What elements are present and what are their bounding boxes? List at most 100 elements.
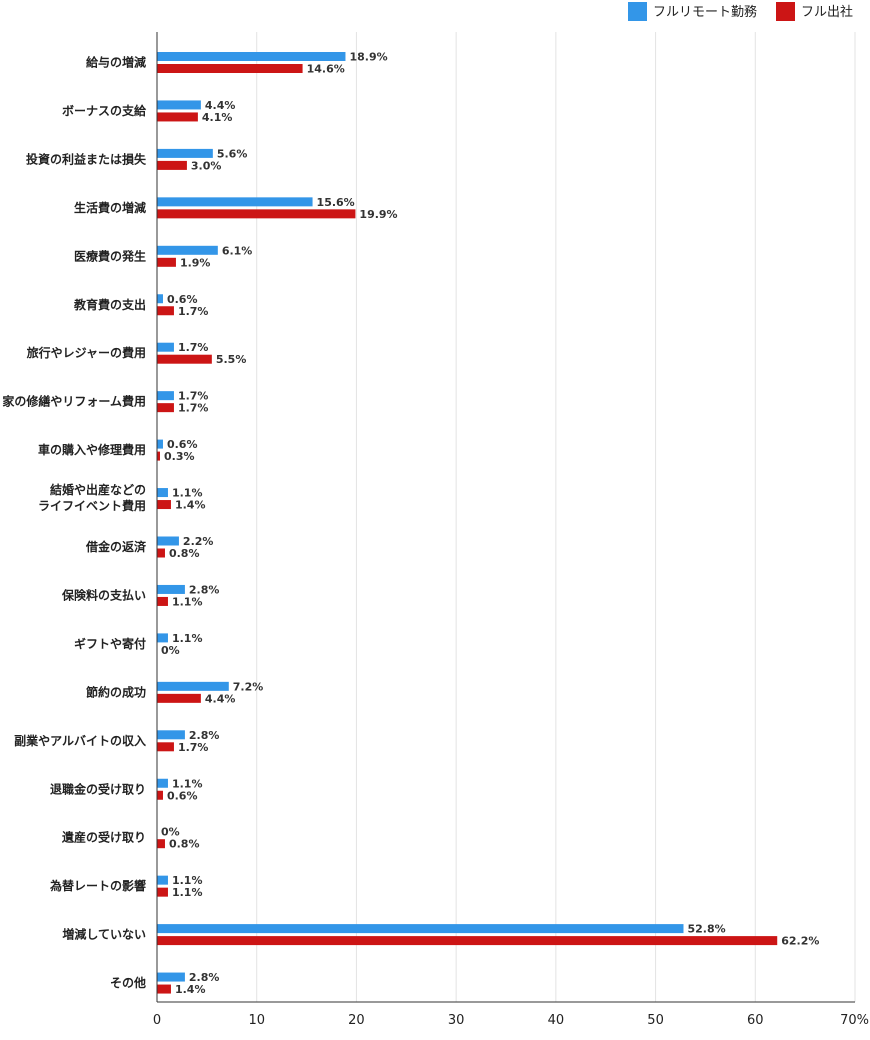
bar-office [157,112,198,122]
data-label: 2.2% [183,535,214,548]
data-label: 4.1% [202,111,233,124]
legend-entry: フルリモート勤務 [653,5,757,20]
category-labels: 給与の増減ボーナスの支給投資の利益または損失生活費の増減医療費の発生教育費の支出… [2,55,147,991]
bar-office [157,839,165,849]
bar-office [157,742,174,752]
data-label: 5.5% [216,353,247,366]
category-label: その他 [110,975,146,990]
data-label: 1.7% [178,741,209,754]
category-label: 医療費の発生 [74,248,146,263]
data-label: 2.8% [189,971,220,984]
bar-office [157,887,168,897]
bar-office [157,936,778,946]
bar-office [157,984,171,994]
category-label: 結婚や出産などのライフイベント費用 [38,482,146,513]
bar-office [157,354,212,364]
bar-remote [157,294,163,304]
data-label: 1.4% [175,499,206,512]
data-label: 0% [161,644,180,657]
bar-remote [157,100,201,110]
legend-swatch-office [776,2,795,21]
data-label: 0.6% [167,789,198,802]
category-label: 車の購入や修理費用 [38,442,146,457]
bars: 18.9%14.6%4.4%4.1%5.6%3.0%15.6%19.9%6.1%… [157,51,819,996]
bar-remote [157,488,168,498]
data-label: 6.1% [222,244,253,257]
bar-remote [157,52,346,61]
data-label: 1.7% [178,402,209,415]
bar-office [157,693,201,703]
data-label: 62.2% [781,935,819,948]
bar-office [157,209,356,219]
bar-office [157,257,176,267]
data-label: 1.1% [172,595,203,608]
legend: フルリモート勤務 フル出社 [628,2,853,21]
data-label: 2.8% [189,729,220,742]
data-label: 1.7% [178,341,209,354]
category-label: 教育費の支出 [73,297,146,312]
category-label: 退職金の受け取り [50,781,146,796]
x-tick-label: 20 [348,1013,365,1028]
bar-remote [157,342,174,352]
category-label: 投資の利益または損失 [26,151,147,166]
bar-office [157,790,163,800]
data-label: 0.6% [167,293,198,306]
data-label: 4.4% [205,692,236,705]
x-tick-label: 30 [448,1013,465,1028]
data-label: 3.0% [191,159,222,172]
bar-remote [157,536,179,546]
data-label: 0.6% [167,438,198,451]
bar-remote [157,972,185,982]
bar-remote [157,924,684,934]
bar-remote [157,245,218,255]
x-tick-label: 0 [153,1013,161,1028]
x-tick-label: 70% [840,1013,869,1028]
data-label: 15.6% [317,196,355,209]
x-tick-label: 60 [747,1013,764,1028]
category-label: ギフトや寄付 [74,636,146,651]
data-label: 14.6% [307,63,345,76]
bar-office [157,306,174,316]
category-label: 借金の返済 [85,539,147,554]
category-label: 遺産の受け取り [61,830,146,845]
bar-office [157,64,303,73]
gridlines [256,32,856,1002]
data-label: 2.8% [189,583,220,596]
bar-office [157,596,168,606]
data-label: 4.4% [205,99,236,112]
data-label: 0.8% [169,838,200,851]
bar-remote [157,778,168,788]
bar-remote [157,439,163,449]
data-label: 1.7% [178,390,209,403]
bar-office [157,403,174,413]
data-label: 1.1% [172,886,203,899]
bar-office [157,160,187,170]
category-label: 為替レートの影響 [50,878,146,893]
category-label: 給与の増減 [86,55,146,70]
data-label: 1.4% [175,983,206,996]
bar-remote [157,391,174,401]
category-label: 副業やアルバイトの収入 [14,733,146,748]
axes [156,32,855,1003]
data-label: 0.3% [164,450,195,463]
data-label: 7.2% [233,680,264,693]
bar-office [157,500,171,510]
data-label: 1.1% [172,777,203,790]
data-label: 1.1% [172,487,203,500]
category-label: 保険料の支払い [61,587,146,602]
category-label: ボーナスの支給 [62,103,147,118]
x-tick-label: 10 [248,1013,265,1028]
bar-remote [157,633,168,643]
data-label: 52.8% [687,923,725,936]
x-tick-label: 50 [647,1013,664,1028]
bar-remote [157,584,185,594]
data-label: 19.9% [359,208,397,221]
category-label: 生活費の増減 [74,200,146,215]
data-label: 1.9% [180,256,211,269]
data-label: 5.6% [217,147,248,160]
category-label: 旅行やレジャーの費用 [27,345,146,360]
x-tick-labels: 0 10 20 30 40 50 60 70% [153,1013,869,1028]
bar-remote [157,148,213,158]
category-label: 節約の成功 [86,684,146,699]
bar-office [157,451,160,461]
